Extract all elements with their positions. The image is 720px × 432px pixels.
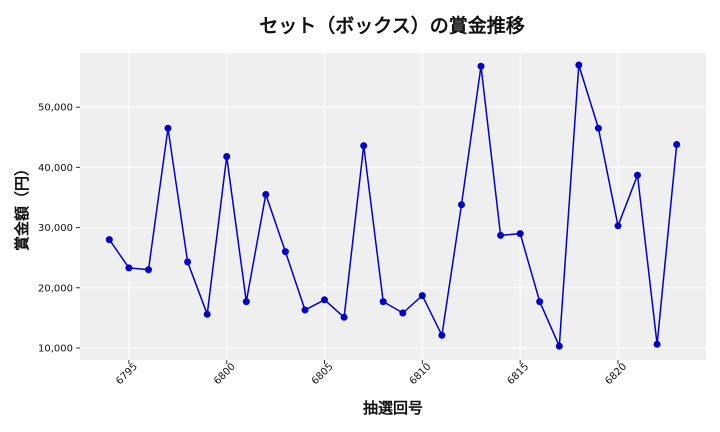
data-point bbox=[399, 309, 407, 317]
y-tick-label: 30,000 bbox=[38, 223, 73, 234]
data-point bbox=[575, 61, 583, 69]
data-point bbox=[418, 292, 426, 300]
y-ticks: 10,000 20,000 30,000 40,000 50,000 bbox=[38, 103, 80, 354]
data-point bbox=[497, 231, 505, 239]
data-point bbox=[281, 248, 289, 256]
data-point bbox=[516, 230, 524, 238]
data-point bbox=[614, 222, 622, 230]
data-point bbox=[145, 266, 152, 274]
x-tick-label: 6805 bbox=[310, 361, 336, 387]
data-point bbox=[360, 142, 368, 150]
data-point bbox=[203, 310, 211, 318]
y-tick-label: 50,000 bbox=[38, 103, 73, 114]
data-point bbox=[105, 236, 113, 244]
series-line bbox=[108, 64, 678, 347]
data-point bbox=[477, 62, 485, 70]
data-point bbox=[634, 171, 641, 179]
x-tick-label: 6815 bbox=[506, 361, 532, 387]
data-point bbox=[242, 298, 250, 306]
data-point bbox=[594, 124, 602, 132]
data-point bbox=[223, 153, 231, 160]
x-ticks: 6795 6800 6805 6810 6815 6820 bbox=[114, 360, 629, 387]
data-point bbox=[673, 141, 681, 148]
data-point bbox=[262, 191, 270, 198]
y-tick-label: 10,000 bbox=[38, 343, 73, 354]
data-point bbox=[458, 201, 465, 209]
data-point bbox=[321, 296, 328, 304]
data-point bbox=[184, 258, 192, 266]
data-point bbox=[164, 124, 172, 132]
y-tick-label: 40,000 bbox=[38, 163, 73, 174]
y-tick-label: 20,000 bbox=[38, 283, 73, 294]
x-tick-label: 6795 bbox=[114, 361, 140, 387]
y-axis-label: 賞金額（円） bbox=[13, 161, 31, 251]
data-point bbox=[536, 298, 544, 306]
data-point bbox=[438, 331, 446, 339]
data-point bbox=[555, 342, 563, 350]
data-point bbox=[653, 340, 661, 348]
x-tick-label: 6810 bbox=[408, 361, 434, 387]
data-point bbox=[125, 264, 133, 272]
x-tick-label: 6820 bbox=[603, 361, 629, 387]
grid-lines bbox=[80, 53, 706, 360]
plot-area bbox=[80, 53, 706, 360]
data-point bbox=[340, 313, 348, 321]
data-points bbox=[105, 61, 681, 350]
x-tick-label: 6800 bbox=[212, 361, 238, 387]
chart-title: セット（ボックス）の賞金推移 bbox=[259, 14, 524, 37]
data-point bbox=[379, 298, 387, 306]
x-axis-label: 抽選回号 bbox=[363, 399, 423, 417]
data-point bbox=[301, 306, 309, 314]
